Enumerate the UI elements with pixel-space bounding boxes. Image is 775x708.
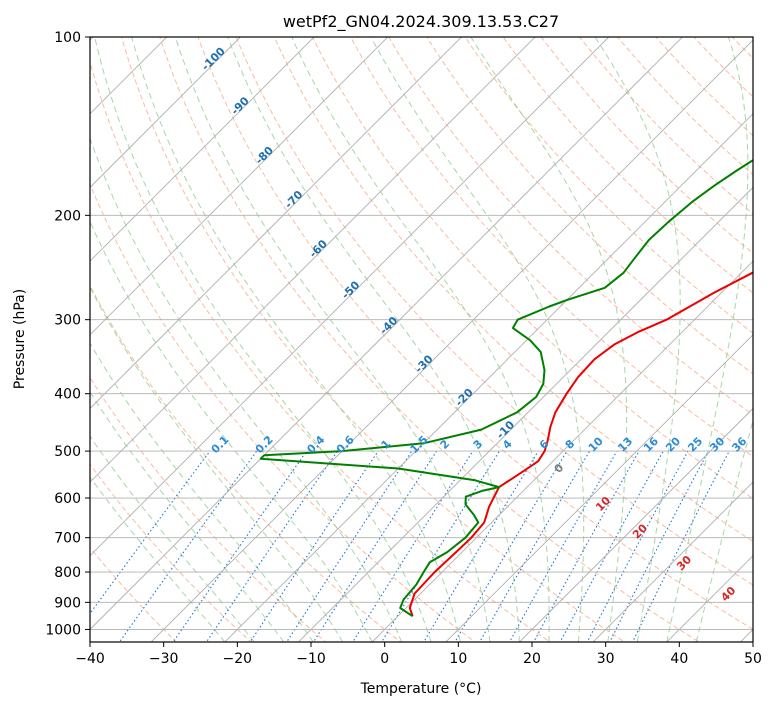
profile-lines [259, 159, 753, 618]
x-tick-label: 30 [597, 651, 615, 667]
moist-adiabat [666, 37, 749, 642]
plot-frame [89, 36, 754, 643]
x-tick-label: −30 [149, 651, 179, 667]
dry-adiabat [311, 37, 753, 500]
y-tick-label: 400 [54, 387, 81, 403]
y-tick-label: 500 [54, 444, 81, 460]
dry-adiabat [655, 37, 753, 137]
moist-adiabat [90, 476, 226, 642]
isotherm-line [90, 37, 610, 557]
moist-adiabat [94, 37, 432, 642]
moist-adiabat [227, 37, 520, 642]
dry-adiabat [617, 37, 753, 176]
isotherm-line [371, 260, 753, 642]
x-tick-label: 40 [670, 651, 688, 667]
temperature-line [408, 271, 753, 617]
moist-adiabat [90, 391, 285, 642]
moist-adiabat [291, 37, 550, 642]
isotherm-line [518, 407, 753, 642]
x-tick-label: 20 [523, 651, 541, 667]
y-tick-label: 200 [54, 208, 81, 224]
isotherm-line [90, 37, 315, 262]
x-axis-ticks: −40 −30 −20 −10 0 10 20 30 40 50 [75, 642, 762, 667]
dry-adiabat [273, 37, 753, 543]
isotherm-line [90, 37, 536, 483]
y-tick-label: 300 [54, 313, 81, 329]
moist-adiabat [594, 37, 681, 642]
isotherm-line [224, 113, 753, 642]
plot-background [90, 37, 753, 642]
y-axis-label: Pressure (hPa) [12, 289, 28, 389]
background-lines [90, 37, 753, 642]
moist-adiabat [90, 435, 255, 642]
dry-adiabat [90, 182, 476, 642]
x-tick-label: 10 [449, 651, 467, 667]
moist-adiabat [470, 37, 628, 642]
isotherm-line [592, 481, 753, 642]
dry-adiabat [235, 37, 753, 586]
moist-adiabat [90, 220, 373, 642]
dry-adiabat [540, 37, 753, 254]
dry-adiabat [350, 37, 753, 457]
moist-adiabat [131, 37, 461, 642]
isotherm-line [297, 186, 753, 642]
isotherm-line [90, 37, 684, 631]
dry-adiabat [159, 37, 701, 642]
y-tick-label: 100 [54, 30, 81, 46]
dry-adiabat [464, 37, 753, 334]
x-tick-label: −10 [296, 651, 326, 667]
x-tick-label: −20 [223, 651, 253, 667]
isotherm-line [90, 37, 389, 336]
isotherm-line [150, 39, 753, 642]
dry-adiabat [90, 463, 252, 642]
dry-adiabat [90, 60, 551, 642]
y-tick-label: 800 [54, 565, 81, 581]
x-axis-label: Temperature (°C) [360, 681, 482, 697]
dewpoint-line [259, 159, 753, 618]
dry-adiabat [121, 37, 626, 642]
dry-adiabat [388, 37, 753, 416]
y-tick-label: 1000 [45, 622, 81, 638]
isotherm-line [90, 37, 463, 410]
y-tick-label: 700 [54, 531, 81, 547]
x-tick-label: 0 [380, 651, 389, 667]
moist-adiabat [695, 418, 753, 642]
moist-adiabat [174, 37, 491, 642]
y-axis-ticks: 1000 900 800 700 600 500 400 300 200 100 [45, 30, 90, 638]
moist-adiabat [90, 342, 314, 642]
moist-adiabat [370, 37, 585, 642]
dry-adiabat [90, 284, 402, 642]
y-tick-label: 600 [54, 491, 81, 507]
y-tick-label: 900 [54, 595, 81, 611]
isotherm-line [445, 334, 753, 642]
x-tick-label: 50 [744, 651, 762, 667]
isotherm-line [90, 37, 242, 189]
moist-adiabat [90, 286, 344, 642]
chart-title: wetPf2_GN04.2024.309.13.53.C27 [283, 12, 559, 32]
x-tick-label: −40 [75, 651, 105, 667]
